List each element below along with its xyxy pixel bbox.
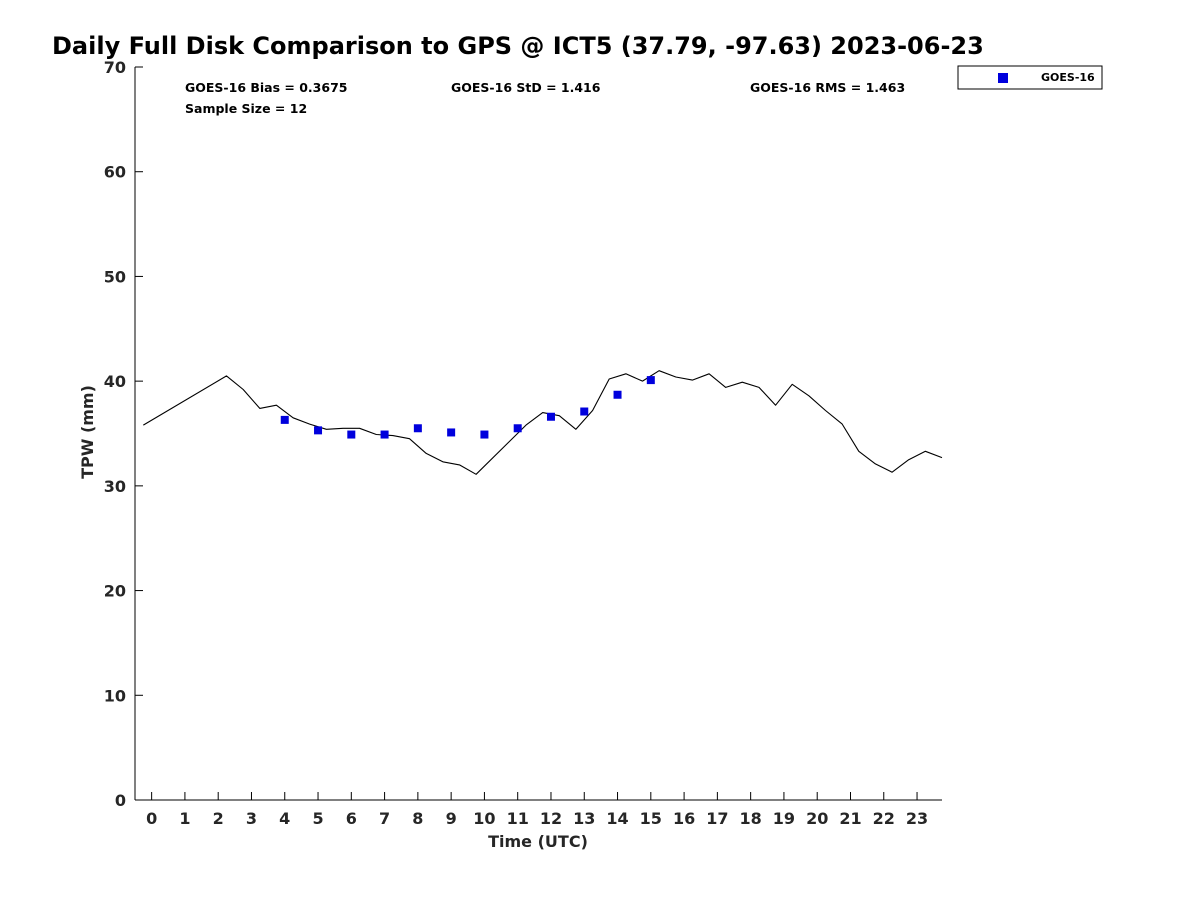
chart-title: Daily Full Disk Comparison to GPS @ ICT5… [52, 32, 984, 60]
x-tick-label: 13 [573, 809, 595, 828]
x-tick-label: 0 [146, 809, 157, 828]
x-axis-label: Time (UTC) [488, 832, 588, 851]
goes16-point [314, 426, 323, 435]
goes16-point [646, 376, 655, 385]
x-ticks: 0 1 2 3 4 5 6 7 8 9 10 11 12 13 14 15 16 17 18 19 20 21 22 23 [146, 792, 928, 828]
x-tick-label: 17 [706, 809, 728, 828]
x-tick-label: 21 [839, 809, 861, 828]
x-tick-label: 8 [412, 809, 423, 828]
gps-series-line [143, 370, 943, 475]
x-tick-label: 16 [673, 809, 695, 828]
x-tick-label: 6 [346, 809, 357, 828]
y-tick-label: 70 [104, 58, 126, 77]
x-tick-label: 19 [773, 809, 795, 828]
y-tick-label: 60 [104, 163, 126, 182]
x-tick-label: 4 [279, 809, 290, 828]
y-tick-label: 0 [115, 791, 126, 810]
y-tick-label: 10 [104, 686, 126, 705]
x-tick-label: 20 [806, 809, 828, 828]
y-ticks: 0 10 20 30 40 50 60 70 [104, 58, 143, 810]
legend: GOES-16 [957, 65, 1103, 90]
legend-label-goes16: GOES-16 [1041, 71, 1095, 84]
y-tick-label: 50 [104, 267, 126, 286]
x-tick-label: 5 [312, 809, 323, 828]
legend-box [957, 65, 1103, 90]
x-tick-label: 3 [246, 809, 257, 828]
x-tick-label: 10 [473, 809, 495, 828]
y-tick-label: 30 [104, 477, 126, 496]
goes16-point [380, 430, 389, 439]
x-tick-label: 15 [640, 809, 662, 828]
goes16-point [546, 412, 555, 421]
stat-rms: GOES-16 RMS = 1.463 [750, 80, 905, 95]
x-tick-label: 9 [446, 809, 457, 828]
stat-sample-size: Sample Size = 12 [185, 101, 307, 116]
x-tick-label: 14 [606, 809, 628, 828]
x-tick-label: 22 [873, 809, 895, 828]
x-tick-label: 1 [179, 809, 190, 828]
y-tick-label: 40 [104, 372, 126, 391]
stat-bias: GOES-16 Bias = 0.3675 [185, 80, 347, 95]
y-axis-label: TPW (mm) [78, 385, 97, 479]
stats-annotations: GOES-16 Bias = 0.3675 GOES-16 StD = 1.41… [185, 80, 905, 116]
goes16-point [447, 428, 456, 437]
goes16-point [413, 424, 422, 433]
goes16-point [613, 390, 622, 399]
legend-marker-goes16 [998, 73, 1008, 83]
x-tick-label: 12 [540, 809, 562, 828]
goes16-point [280, 415, 289, 424]
y-tick-label: 20 [104, 582, 126, 601]
x-tick-label: 11 [507, 809, 529, 828]
x-tick-label: 7 [379, 809, 390, 828]
goes16-point [580, 407, 589, 416]
goes16-point [347, 430, 356, 439]
x-tick-label: 2 [213, 809, 224, 828]
series-layer [143, 370, 943, 475]
x-tick-label: 23 [906, 809, 928, 828]
x-tick-label: 18 [740, 809, 762, 828]
goes16-point [513, 424, 522, 433]
goes16-point [480, 430, 489, 439]
plot-area [134, 67, 942, 801]
stat-std: GOES-16 StD = 1.416 [451, 80, 601, 95]
